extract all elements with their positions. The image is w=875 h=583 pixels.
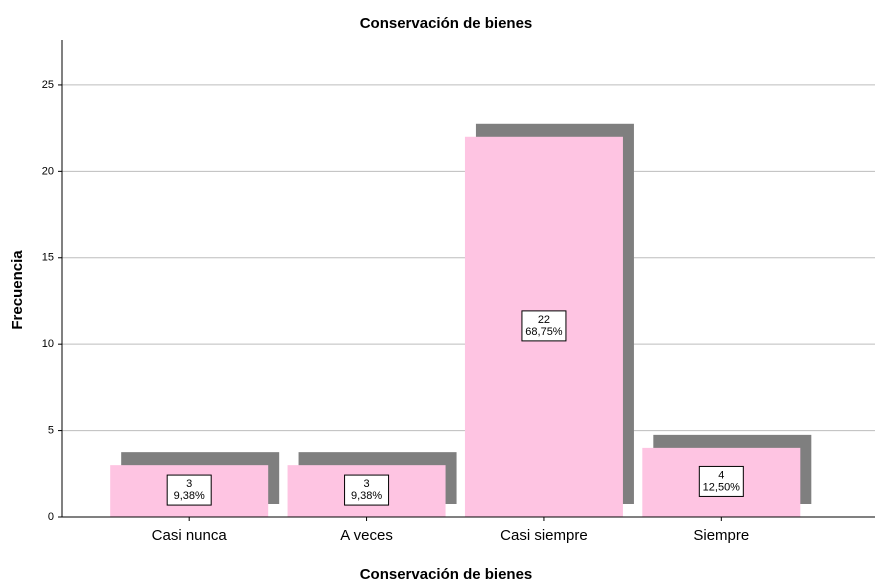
y-tick-label: 5 (48, 424, 54, 436)
y-tick-label: 20 (42, 165, 54, 177)
data-label: 22 (538, 314, 550, 326)
data-label: 3 (364, 478, 370, 490)
data-label-percent: 12,50% (703, 481, 741, 493)
y-tick-label: 15 (42, 252, 54, 264)
x-tick-label: A veces (340, 527, 393, 544)
y-tick-label: 10 (42, 338, 54, 350)
data-label-box (521, 310, 567, 342)
chart-title: Conservación de bienes (360, 15, 533, 32)
y-tick-label: 25 (42, 79, 54, 91)
y-axis-title: Frecuencia (9, 250, 26, 330)
x-axis-title: Conservación de bienes (360, 566, 533, 583)
data-label-box (166, 474, 212, 506)
x-tick-label: Casi nunca (152, 527, 228, 544)
data-label-percent: 9,38% (351, 490, 382, 502)
x-tick-label: Casi siempre (500, 527, 588, 544)
data-label: 4 (718, 469, 724, 481)
data-label-box (698, 465, 744, 497)
data-label-percent: 9,38% (174, 490, 205, 502)
data-label-percent: 68,75% (525, 326, 563, 338)
data-label: 3 (186, 478, 192, 490)
y-tick-label: 0 (48, 511, 54, 523)
data-label-box (344, 474, 390, 506)
x-tick-label: Siempre (693, 527, 749, 544)
